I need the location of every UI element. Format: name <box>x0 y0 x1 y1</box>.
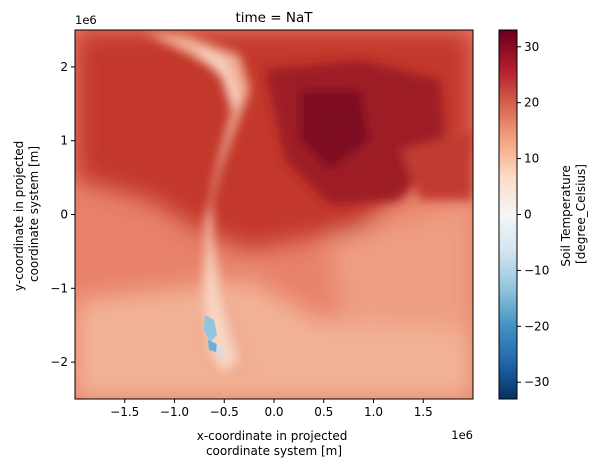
y-tick-label: 1 <box>60 134 68 148</box>
colorbar-tick-label: −30 <box>524 375 549 389</box>
y-axis-label: y-coordinate in projected coordinate sys… <box>12 137 41 291</box>
heatmap-region-andes-cool <box>145 32 262 388</box>
y-axis-label-line-2: coordinate system [m] <box>27 146 41 282</box>
colorbar-ticks: 30 20 10 0 −10 −20 −30 <box>517 40 549 389</box>
heatmap-region-subzero-a <box>204 315 217 342</box>
heatmap-region-east-coast <box>400 130 473 200</box>
x-axis-label-line-2: coordinate system [m] <box>206 444 342 458</box>
colorbar-label: Soil Temperature [degree_Celsius] <box>559 161 588 266</box>
heatmap-region-subzero-b <box>208 340 217 352</box>
y-tick-label: 2 <box>60 60 68 74</box>
y-tick-label: 0 <box>60 208 68 222</box>
x-tick-label: 1.5 <box>414 405 433 419</box>
heatmap-region-andes-colder <box>190 45 238 372</box>
y-tick-label: −2 <box>50 355 68 369</box>
colorbar-label-line-2: [degree_Celsius] <box>574 164 588 264</box>
x-tick-label: 0.5 <box>314 405 333 419</box>
heatmap-region-subzero-c <box>216 345 224 358</box>
x-axis-label-line-1: x-coordinate in projected <box>197 429 348 443</box>
colorbar-tick-label: −20 <box>524 319 549 333</box>
colorbar-label-line-1: Soil Temperature <box>559 165 573 266</box>
y-offset-label: 1e6 <box>75 13 97 27</box>
colorbar-tick-label: 10 <box>524 152 539 166</box>
x-tick-label: −0.5 <box>210 405 239 419</box>
chart-title: time = NaT <box>235 10 313 26</box>
x-tick-label: 1.0 <box>364 405 383 419</box>
x-tick-label: 0.0 <box>264 405 283 419</box>
colorbar-tick-label: 30 <box>524 40 539 54</box>
heatmap-field <box>75 30 473 399</box>
heatmap-region-southern-ocean <box>75 280 473 399</box>
y-axis-ticks: 2 1 0 −1 −2 <box>50 60 75 369</box>
heatmap-region-southeast-ocean <box>330 200 473 330</box>
y-axis-label-line-1: y-coordinate in projected <box>12 141 26 291</box>
colorbar-tick-label: −10 <box>524 263 549 277</box>
colorbar-tick-label: 0 <box>524 208 532 222</box>
x-axis-ticks: −1.5 −1.0 −0.5 0.0 0.5 1.0 1.5 <box>110 399 433 419</box>
colorbar-tick-label: 20 <box>524 96 539 110</box>
y-tick-label: −1 <box>50 281 68 295</box>
x-tick-label: −1.0 <box>160 405 189 419</box>
x-tick-label: −1.5 <box>110 405 139 419</box>
colorbar <box>498 29 518 400</box>
x-offset-label: 1e6 <box>451 428 473 442</box>
heatmap-region-interior-hottest <box>300 90 370 170</box>
x-axis-label: x-coordinate in projected coordinate sys… <box>197 429 351 458</box>
